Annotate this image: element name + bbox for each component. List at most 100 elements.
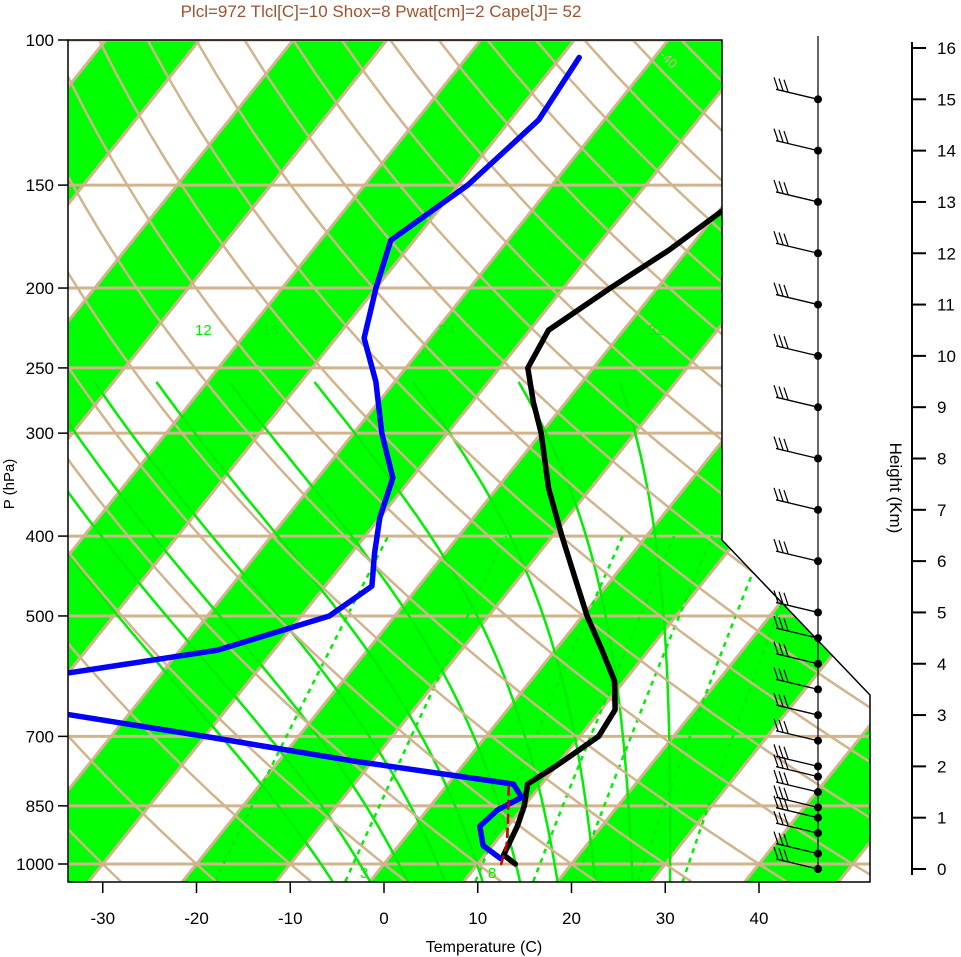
- wind-barb-feather: [778, 78, 784, 91]
- wind-barb-feather: [773, 795, 779, 808]
- y-tick-label: 400: [26, 527, 54, 546]
- wind-barb-feather: [778, 812, 784, 825]
- wind-barb-feather: [773, 754, 779, 767]
- wind-barb-feather: [783, 720, 789, 734]
- wind-barb-feather: [773, 436, 779, 449]
- plot-frame: [67, 39, 871, 883]
- wind-barb-feather: [773, 810, 779, 824]
- wind-barb-feather: [783, 592, 789, 606]
- dry-adiabat-line: [68, 40, 870, 882]
- wind-barb-feather: [783, 284, 789, 298]
- x-tick-label: -30: [90, 909, 115, 928]
- mixing-ratio-label: 24: [438, 322, 455, 339]
- isotherm-band: [744, 40, 870, 882]
- wind-barb-feather: [778, 832, 784, 845]
- wind-barb: [775, 447, 819, 460]
- height-tick-label: 9: [937, 398, 946, 417]
- height-tick-label: 4: [937, 655, 946, 674]
- wind-barb: [775, 627, 819, 639]
- isotherm-band: [68, 40, 575, 882]
- dry-adiabat-line: [68, 40, 502, 882]
- wind-barb-feather: [778, 129, 784, 143]
- height-tick-label: 3: [937, 706, 946, 725]
- wind-barb-feather: [773, 179, 779, 193]
- height-tick-label: 12: [937, 244, 956, 263]
- dry-adiabat-line: [243, 40, 870, 882]
- mixing-ratio-line: [636, 535, 769, 882]
- moist-adiabat-line: [93, 381, 447, 882]
- wind-barb-feather: [783, 79, 789, 92]
- wind-barb-feather: [783, 833, 789, 847]
- wind-barb-feather: [783, 669, 789, 682]
- wind-barb: [775, 781, 819, 793]
- wind-barb-feather: [778, 786, 784, 799]
- height-tick-label: 6: [937, 552, 946, 571]
- dry-adiabat-line: [68, 40, 787, 882]
- x-axis-label: Temperature (C): [426, 939, 542, 956]
- y-tick-label: 200: [26, 279, 54, 298]
- dry-adiabat-line: [68, 40, 217, 882]
- mixing-ratio-line: [213, 535, 390, 882]
- y-tick-label: 1000: [16, 855, 54, 874]
- wind-barb-feather: [778, 848, 784, 861]
- wind-barb-feather: [778, 668, 784, 681]
- wind-barb-feather: [778, 771, 784, 784]
- height-axis-label: Height (Km): [886, 443, 905, 534]
- wind-barb-feather: [778, 437, 784, 450]
- moist-adiabat-line: [68, 381, 372, 882]
- isotherm-band: [68, 40, 387, 882]
- wind-barb-feather: [778, 540, 784, 553]
- dry-adiabat-line: [146, 40, 870, 882]
- wind-barb-feather: [783, 849, 789, 862]
- wind-barb-feather: [783, 233, 789, 246]
- chart-title: Plcl=972 Tlcl[C]=10 Shox=8 Pwat[cm]=2 Ca…: [181, 2, 582, 21]
- wind-barb: [775, 842, 819, 855]
- height-tick-label: 7: [937, 501, 946, 520]
- mixing-ratio-label: 32: [648, 322, 665, 339]
- x-tick-label: 40: [750, 909, 769, 928]
- wind-barb-feather: [783, 618, 789, 631]
- x-tick-label: -20: [184, 909, 209, 928]
- y-tick-label: 250: [26, 359, 54, 378]
- wind-barb-feather: [783, 787, 789, 801]
- mixing-ratio-label: 8: [488, 865, 496, 882]
- wind-barb-feather: [773, 718, 779, 731]
- moist-adiabat-line: [618, 381, 672, 882]
- wind-barb-feather: [778, 386, 784, 399]
- wind-barb-feather: [773, 282, 779, 295]
- dry-adiabat-line: [97, 40, 870, 882]
- wind-barb-feather: [778, 745, 784, 758]
- wind-barb-feather: [783, 772, 789, 785]
- wind-barb: [775, 293, 819, 306]
- wind-barb-feather: [778, 180, 784, 194]
- wind-barb-feather: [773, 615, 779, 629]
- y-tick-label: 300: [26, 424, 54, 443]
- dry-adiabat-line: [292, 40, 870, 882]
- wind-barb-feather: [773, 846, 779, 860]
- moist-adiabat-line: [68, 381, 409, 882]
- wind-barb-feather: [783, 490, 789, 503]
- wind-barb-feather: [773, 744, 779, 757]
- wind-barb: [775, 704, 819, 716]
- wind-barb-feather: [783, 695, 789, 708]
- wind-barb: [775, 345, 819, 357]
- wind-barb: [775, 396, 819, 408]
- wind-barb-feather: [773, 77, 779, 90]
- x-tick-label: 0: [379, 909, 388, 928]
- wind-barb: [775, 822, 819, 834]
- moist-adiabat-line: [313, 381, 559, 882]
- x-tick-label: 30: [656, 909, 675, 928]
- wind-barb-feather: [778, 488, 784, 502]
- wind-barb-feather: [773, 538, 779, 552]
- height-tick-label: 14: [937, 142, 956, 161]
- x-tick-label: -10: [278, 909, 303, 928]
- wind-barb: [775, 191, 819, 203]
- wind-barb-feather: [773, 231, 779, 244]
- mixing-ratio-line: [474, 535, 624, 882]
- wind-barb-feather: [783, 336, 789, 349]
- temperature-profile-line: [500, 54, 870, 867]
- wind-barb: [775, 499, 819, 511]
- x-tick-label: 20: [562, 909, 581, 928]
- wind-barb-feather: [773, 785, 779, 798]
- height-tick-label: 15: [937, 90, 956, 109]
